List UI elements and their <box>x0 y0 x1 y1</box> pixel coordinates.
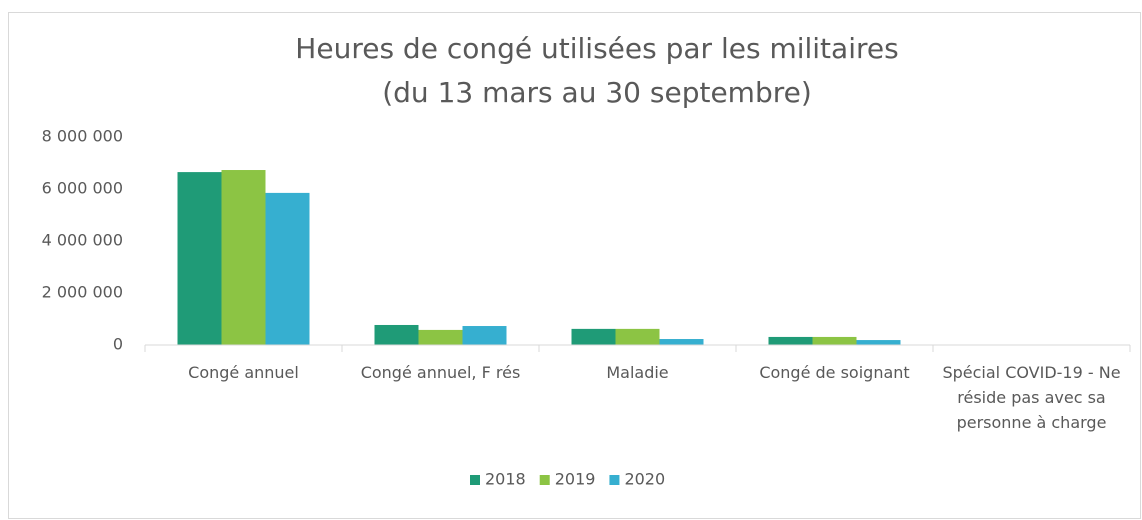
x-tick-label: Spécial COVID-19 - Ne réside pas avec sa p… <box>942 363 1120 432</box>
bar <box>615 328 660 345</box>
bar <box>265 192 310 345</box>
bar <box>856 340 901 345</box>
bar <box>571 328 616 345</box>
legend-label: 2020 <box>624 470 665 489</box>
legend-label: 2018 <box>485 470 526 489</box>
x-tick-label: Congé annuel <box>188 363 299 382</box>
y-tick-label: 4 000 000 <box>42 231 123 250</box>
bar <box>462 326 507 345</box>
bar <box>768 336 813 345</box>
bar <box>418 329 463 345</box>
y-tick-label: 6 000 000 <box>42 179 123 198</box>
bar <box>812 336 857 345</box>
legend-swatch <box>539 475 550 485</box>
x-tick-label: Congé annuel, F rés <box>361 363 521 382</box>
y-tick-label: 0 <box>113 335 123 354</box>
legend-swatch <box>609 475 620 485</box>
bar <box>374 324 419 345</box>
x-tick-label: Maladie <box>606 363 668 382</box>
bar <box>177 172 222 345</box>
x-tick-label: Congé de soignant <box>759 363 909 382</box>
chart-subtitle: (du 13 mars au 30 septembre) <box>382 76 812 109</box>
bar <box>659 339 704 345</box>
y-tick-label: 2 000 000 <box>42 283 123 302</box>
legend-swatch <box>470 475 480 485</box>
chart-title: Heures de congé utilisées par les milita… <box>295 32 898 65</box>
bar <box>221 170 266 345</box>
legend-label: 2019 <box>555 470 596 489</box>
y-tick-label: 8 000 000 <box>42 127 123 146</box>
